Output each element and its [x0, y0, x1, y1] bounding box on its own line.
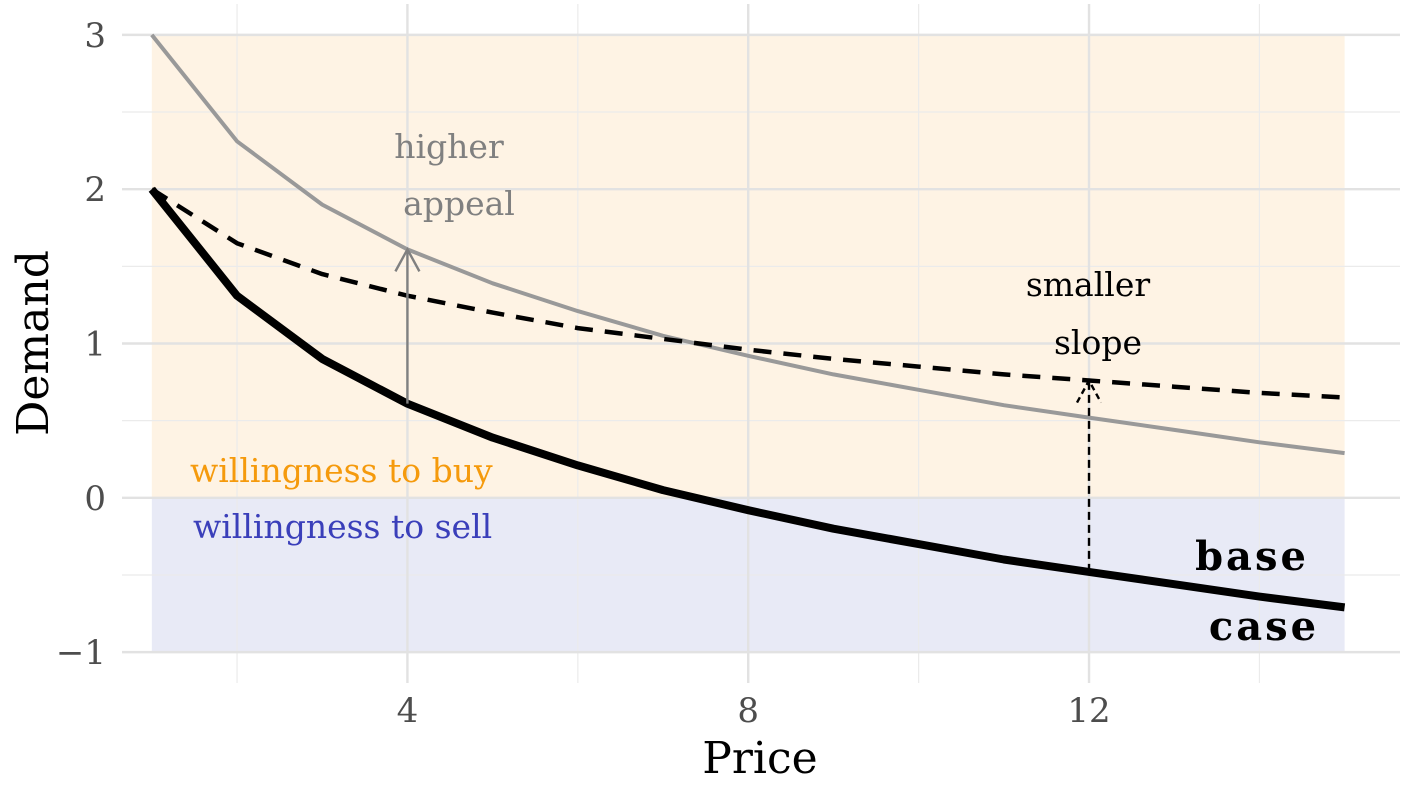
y-tick-label: 1 — [84, 325, 106, 365]
y-tick-label: 2 — [84, 170, 106, 210]
arrow-head-smaller-slope — [1075, 378, 1103, 404]
sell-region-label: willingness to sell — [193, 507, 492, 546]
x-tick-label: 8 — [737, 691, 759, 731]
x-tick-label: 4 — [397, 691, 419, 731]
higher-appeal-label-line2: appeal — [403, 184, 515, 223]
y-axis-title: Demand — [8, 250, 59, 436]
arrows-layer — [394, 246, 1103, 572]
higher-appeal-label-line1: higher — [394, 127, 504, 166]
series-line-smaller-slope — [150, 187, 1345, 400]
base-case-label-line1: base — [1195, 533, 1309, 580]
base-case-label-line2: case — [1209, 603, 1319, 650]
y-tick-label: −1 — [56, 633, 106, 673]
y-tick-label: 3 — [84, 16, 106, 56]
ticks-layer: 4 8 12 3 2 1 0 −1 — [56, 16, 1111, 731]
grid-layer — [122, 4, 1400, 683]
series-line-base-case — [148, 186, 1346, 612]
series-layer — [148, 33, 1346, 612]
buy-region-label: willingness to buy — [190, 451, 493, 490]
y-tick-label: 0 — [84, 479, 106, 519]
x-axis-title: Price — [702, 733, 817, 784]
series-line-higher-appeal — [150, 33, 1345, 456]
smaller-slope-label-line1: smaller — [1026, 265, 1151, 304]
arrow-head-higher-appeal — [394, 246, 421, 272]
x-tick-label: 12 — [1067, 691, 1110, 731]
smaller-slope-label-line2: slope — [1054, 323, 1142, 362]
